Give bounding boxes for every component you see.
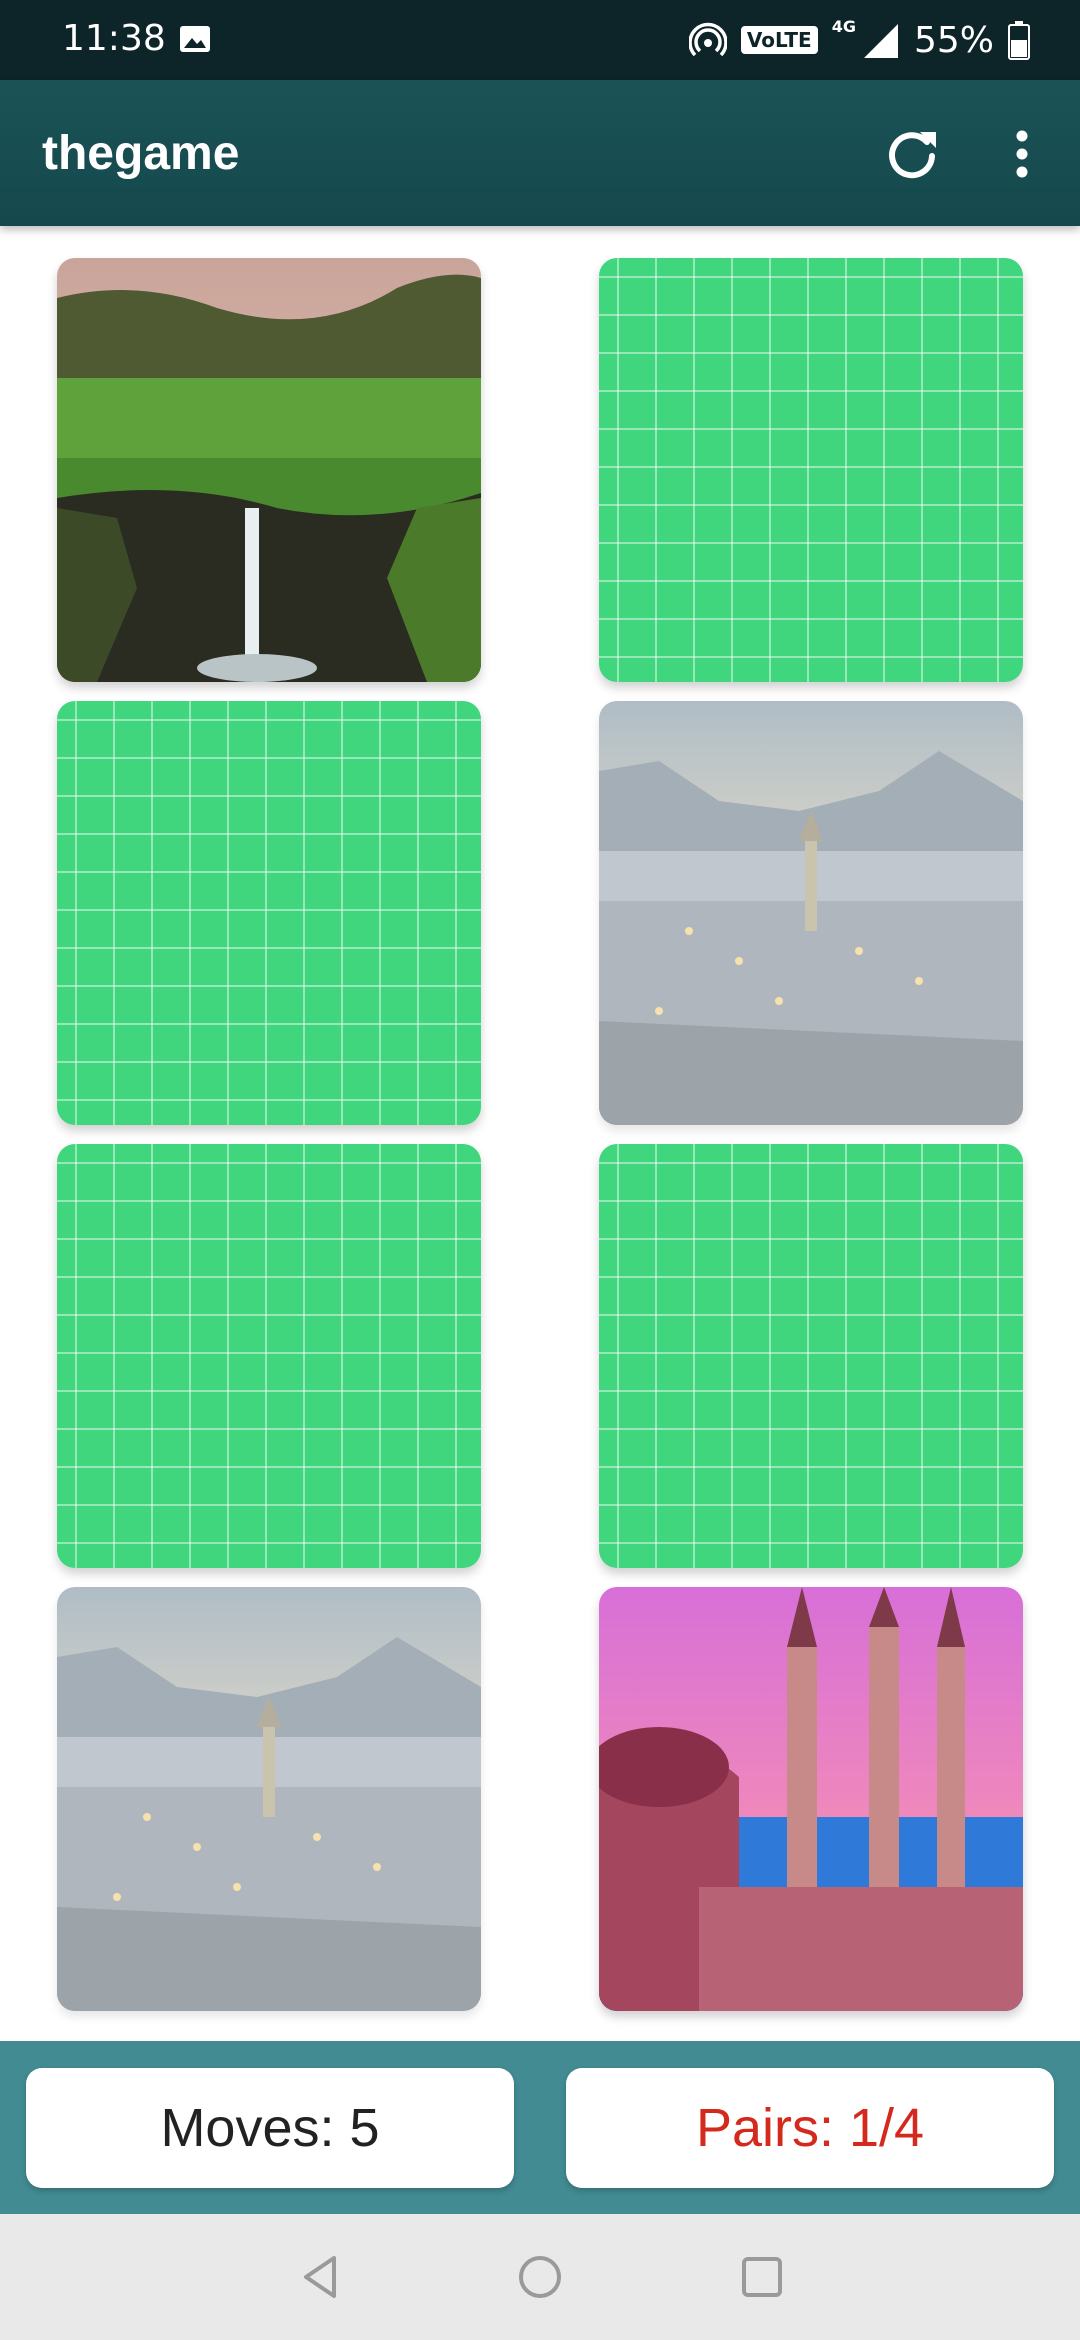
card-8-mosque[interactable] <box>599 1587 1023 2011</box>
pairs-counter: Pairs: 1/4 <box>566 2068 1054 2188</box>
game-board <box>0 226 1080 2041</box>
snowy-town-image <box>57 1587 481 2011</box>
home-icon[interactable] <box>513 2250 567 2304</box>
system-nav-bar <box>0 2214 1080 2340</box>
status-bar: 11:38 VoLTE 4G 55% <box>0 0 1080 80</box>
gallery-notification-icon <box>178 24 212 54</box>
card-6-hidden[interactable] <box>599 1144 1023 1568</box>
card-3-hidden[interactable] <box>57 701 481 1125</box>
back-icon[interactable] <box>294 2250 348 2304</box>
battery-icon <box>1008 20 1030 60</box>
card-1-waterfall[interactable] <box>57 258 481 682</box>
app-title: thegame <box>42 126 239 181</box>
hotspot-icon <box>689 21 727 59</box>
stats-panel: Moves: 5 Pairs: 1/4 <box>0 2041 1080 2214</box>
recents-icon[interactable] <box>735 2250 789 2304</box>
battery-percentage: 55% <box>914 20 994 61</box>
status-right-group: VoLTE 4G 55% <box>689 14 1030 66</box>
card-2-hidden[interactable] <box>599 258 1023 682</box>
card-5-hidden[interactable] <box>57 1144 481 1568</box>
network-type: 4G <box>832 17 856 36</box>
mosque-image <box>599 1587 1023 2011</box>
snowy-town-image <box>599 701 1023 1125</box>
waterfall-image <box>57 258 481 682</box>
more-vert-icon[interactable] <box>1000 122 1044 186</box>
status-time: 11:38 <box>62 18 166 59</box>
refresh-icon[interactable] <box>880 122 944 186</box>
volte-badge: VoLTE <box>741 26 818 54</box>
app-bar: thegame <box>0 80 1080 226</box>
signal-icon <box>860 20 900 60</box>
card-4-snowy-town[interactable] <box>599 701 1023 1125</box>
moves-counter: Moves: 5 <box>26 2068 514 2188</box>
card-7-snowy-town[interactable] <box>57 1587 481 2011</box>
